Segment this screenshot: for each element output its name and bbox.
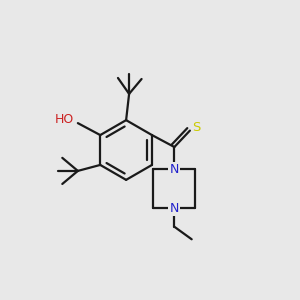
Text: HO: HO [55, 113, 74, 126]
Text: S: S [192, 121, 201, 134]
Text: N: N [170, 202, 179, 215]
Text: N: N [170, 163, 179, 176]
